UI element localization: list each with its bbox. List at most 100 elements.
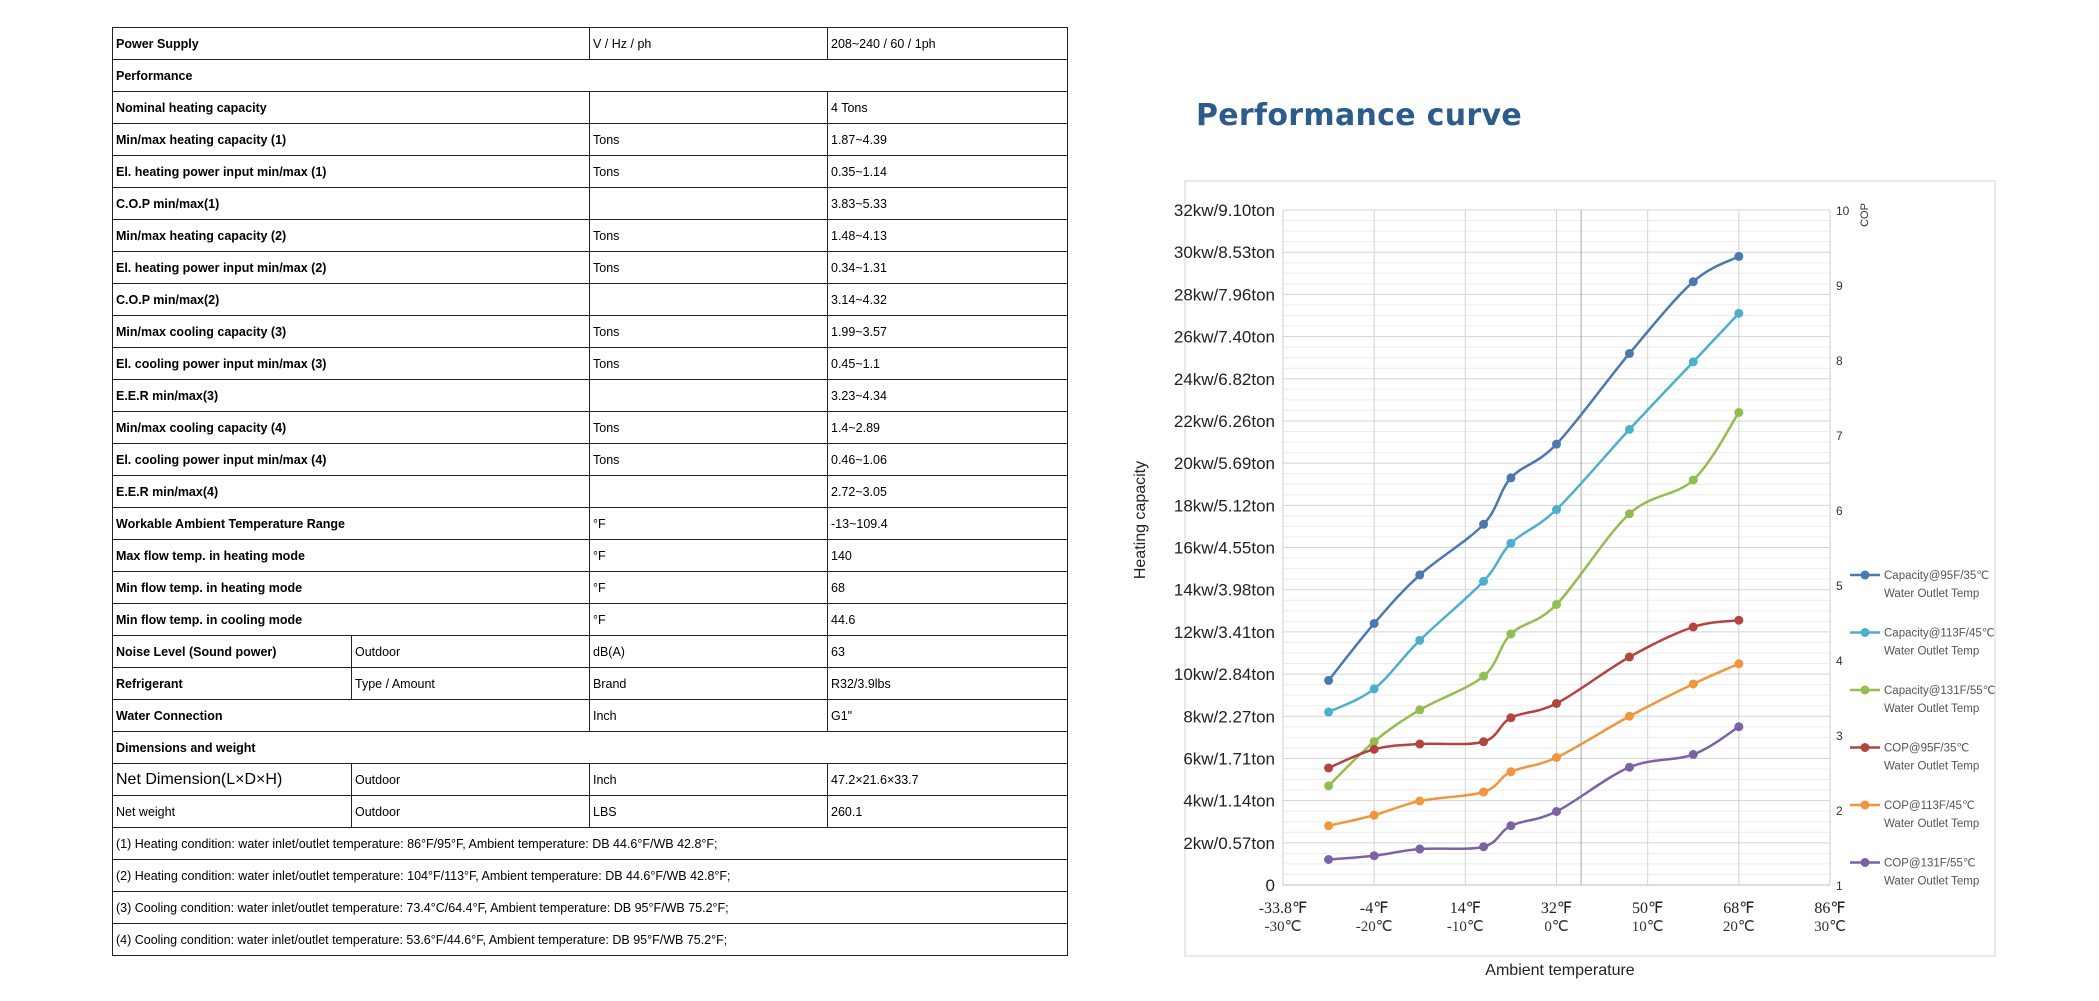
data-point bbox=[1506, 767, 1516, 777]
y-tick-label: 2kw/0.57ton bbox=[1183, 834, 1275, 853]
table-row: Water Connection Inch G1" bbox=[112, 699, 1068, 732]
x-tick-label: 68℉ bbox=[1723, 900, 1754, 917]
x-tick-label: 86℉ bbox=[1814, 900, 1845, 917]
table-row: C.O.P min/max(2) 3.14~4.32 bbox=[112, 283, 1068, 316]
series-line bbox=[1327, 411, 1740, 787]
table-row: (4) Cooling condition: water inlet/outle… bbox=[112, 923, 1068, 956]
x-tick-label: 14℉ bbox=[1450, 900, 1481, 917]
row-label: (2) Heating condition: water inlet/outle… bbox=[112, 859, 1068, 892]
table-cell: Inch bbox=[589, 699, 828, 732]
data-point bbox=[1479, 787, 1489, 797]
table-row: El. cooling power input min/max (3) Tons 0… bbox=[112, 347, 1068, 380]
data-point bbox=[1734, 722, 1744, 732]
data-point bbox=[1415, 570, 1425, 580]
data-point bbox=[1506, 538, 1516, 548]
data-point bbox=[1415, 705, 1425, 715]
y2-tick-label: 1 bbox=[1836, 879, 1843, 893]
legend-label: Water Outlet Temp bbox=[1884, 876, 1979, 888]
data-point bbox=[1506, 473, 1516, 483]
row-label: Min/max cooling capacity (4) bbox=[112, 411, 590, 444]
data-point bbox=[1624, 348, 1634, 358]
data-point bbox=[1324, 707, 1334, 717]
data-point bbox=[1734, 615, 1744, 625]
table-cell: Tons bbox=[589, 155, 828, 188]
y2-tick-label: 7 bbox=[1836, 429, 1843, 443]
y2-tick-label: 6 bbox=[1836, 504, 1843, 518]
y2-tick-label: 5 bbox=[1836, 579, 1843, 593]
data-point bbox=[1734, 659, 1744, 669]
y2-tick-label: 4 bbox=[1836, 654, 1843, 668]
y-tick-label: 10kw/2.84ton bbox=[1174, 665, 1275, 684]
table-cell: G1" bbox=[827, 699, 1068, 732]
data-point bbox=[1624, 652, 1634, 662]
x-tick-label: 20℃ bbox=[1723, 919, 1755, 935]
data-point bbox=[1369, 744, 1379, 754]
table-cell bbox=[589, 475, 828, 508]
y-tick-label: 22kw/6.26ton bbox=[1174, 412, 1275, 431]
legend-label: Capacity@131F/55℃ bbox=[1884, 685, 1996, 697]
data-point bbox=[1369, 810, 1379, 820]
legend-label: Water Outlet Temp bbox=[1884, 703, 1979, 715]
data-point bbox=[1479, 576, 1489, 586]
table-cell: 1.48~4.13 bbox=[827, 219, 1068, 252]
data-point bbox=[1324, 821, 1334, 831]
y-tick-label: 0 bbox=[1266, 876, 1275, 895]
y-tick-label: 28kw/7.96ton bbox=[1174, 285, 1275, 304]
data-point bbox=[1688, 277, 1698, 287]
data-point bbox=[1324, 763, 1334, 773]
table-cell: Tons bbox=[589, 219, 828, 252]
legend-marker bbox=[1860, 858, 1870, 867]
table-row: Nominal heating capacity 4 Tons bbox=[112, 91, 1068, 124]
data-point bbox=[1552, 505, 1561, 515]
row-label: Nominal heating capacity bbox=[112, 91, 590, 124]
row-label: Power Supply bbox=[112, 27, 590, 60]
table-cell: V / Hz / ph bbox=[589, 27, 828, 60]
x-tick-label: -10℃ bbox=[1447, 919, 1484, 935]
y2-tick-label: 10 bbox=[1836, 204, 1850, 218]
y-tick-label: 30kw/8.53ton bbox=[1174, 243, 1275, 262]
row-label: Min flow temp. in heating mode bbox=[112, 571, 590, 604]
row-label: E.E.R min/max(3) bbox=[112, 379, 590, 412]
y-tick-label: 20kw/5.69ton bbox=[1174, 454, 1275, 473]
table-cell: Tons bbox=[589, 347, 828, 380]
x-tick-label: -33.8℉ bbox=[1259, 900, 1308, 917]
data-point bbox=[1369, 737, 1379, 747]
table-row: Performance bbox=[112, 59, 1068, 92]
row-label: El. heating power input min/max (2) bbox=[112, 251, 590, 284]
y-tick-label: 4kw/1.14ton bbox=[1183, 792, 1275, 811]
y-tick-label: 26kw/7.40ton bbox=[1174, 328, 1275, 347]
data-point bbox=[1369, 851, 1379, 861]
table-row: Min flow temp. in heating mode °F 68 bbox=[112, 571, 1068, 604]
row-label: (3) Cooling condition: water inlet/outle… bbox=[112, 891, 1068, 924]
table-cell: 260.1 bbox=[827, 795, 1068, 828]
legend-marker bbox=[1860, 685, 1870, 695]
table-row: Workable Ambient Temperature Range °F -13~… bbox=[112, 507, 1068, 540]
table-row: El. cooling power input min/max (4) Tons 0… bbox=[112, 443, 1068, 476]
data-point bbox=[1324, 781, 1334, 791]
table-row: Noise Level (Sound power) Outdoor dB(A) 63 bbox=[112, 635, 1068, 668]
data-point bbox=[1479, 737, 1489, 747]
x-tick-label: 32℉ bbox=[1541, 900, 1572, 917]
row-label: Water Connection bbox=[112, 699, 590, 732]
x-tick-label: -20℃ bbox=[1356, 919, 1393, 935]
data-point bbox=[1624, 424, 1634, 434]
legend-label: Water Outlet Temp bbox=[1884, 588, 1979, 600]
legend-label: Water Outlet Temp bbox=[1884, 761, 1979, 773]
table-cell: Inch bbox=[589, 763, 828, 796]
legend-marker bbox=[1860, 800, 1870, 810]
data-point bbox=[1624, 509, 1634, 519]
data-point bbox=[1552, 699, 1561, 708]
data-point bbox=[1552, 807, 1561, 816]
y-tick-label: 32kw/9.10ton bbox=[1174, 201, 1275, 220]
legend-label: COP@113F/45℃ bbox=[1884, 800, 1975, 812]
table-cell: Outdoor bbox=[351, 635, 590, 668]
table-row: Min/max cooling capacity (3) Tons 1.99~3.5… bbox=[112, 315, 1068, 348]
table-row: Power Supply V / Hz / ph 208~240 / 60 / 1p… bbox=[112, 27, 1068, 60]
legend-label: Water Outlet Temp bbox=[1884, 646, 1979, 658]
row-label: Net weight bbox=[112, 795, 352, 828]
x-axis-title: Ambient temperature bbox=[1485, 962, 1635, 979]
data-point bbox=[1506, 629, 1516, 639]
y2-tick-label: 2 bbox=[1836, 804, 1843, 818]
table-cell: 1.99~3.57 bbox=[827, 315, 1068, 348]
data-point bbox=[1624, 762, 1634, 772]
